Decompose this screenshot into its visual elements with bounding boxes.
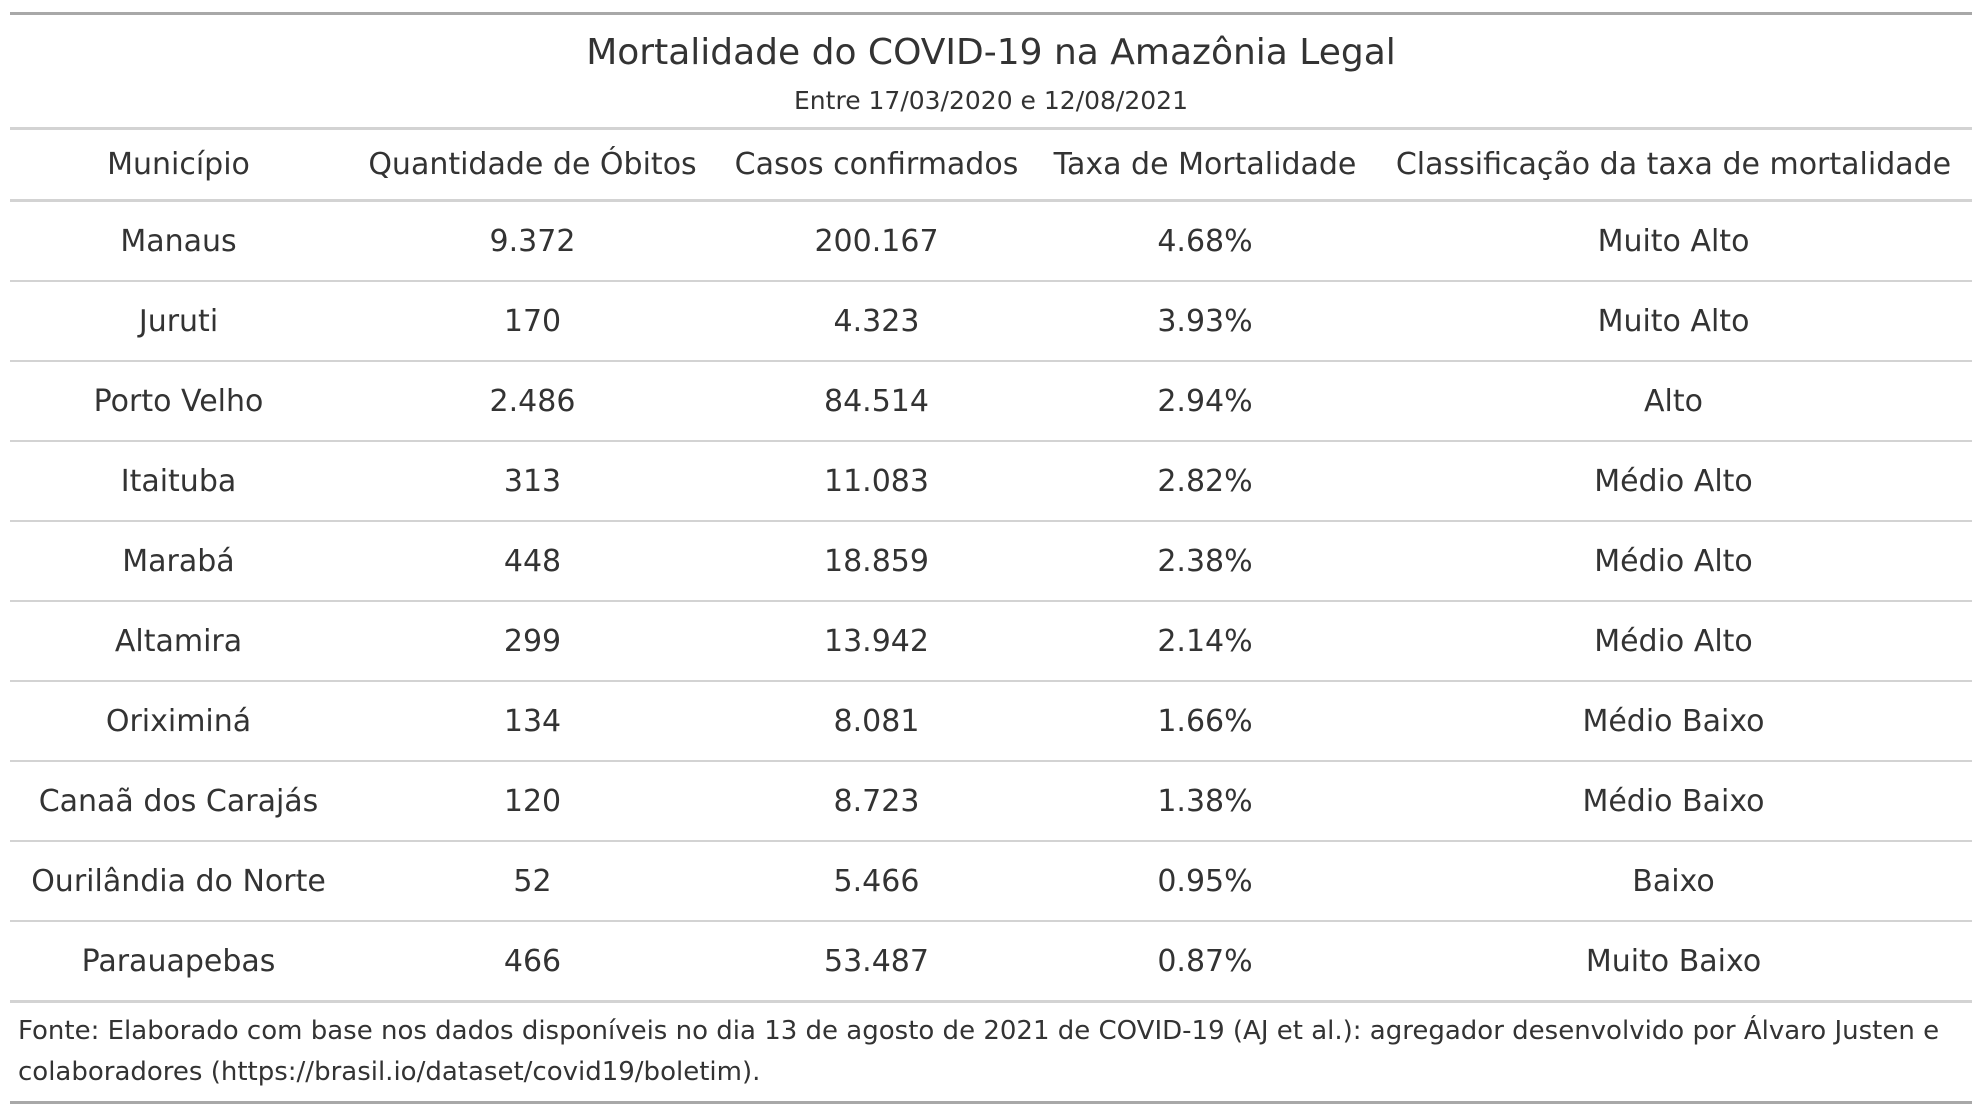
cell-obitos: 170 [503, 303, 562, 339]
cell-taxa: 0.95% [1157, 863, 1253, 899]
cell-obitos: 120 [503, 783, 562, 819]
table-row: Altamira 299 13.942 2.14% Médio Alto [10, 601, 1972, 681]
table-subtitle: Entre 17/03/2020 e 12/08/2021 [794, 86, 1188, 115]
table-row: Canaã dos Carajás 120 8.723 1.38% Médio Baix… [10, 761, 1972, 841]
mortality-table: Mortalidade do COVID-19 na Amazônia Lega… [10, 12, 1972, 1104]
table-row: Porto Velho 2.486 84.514 2.94% Alto [10, 361, 1972, 441]
cell-obitos: 448 [503, 543, 562, 579]
cell-taxa: 2.94% [1157, 383, 1253, 419]
column-header-classificacao: Classificação da taxa de mortalidade [1395, 147, 1952, 182]
table-row: Itaituba 313 11.083 2.82% Médio Alto [10, 441, 1972, 521]
cell-taxa: 4.68% [1157, 223, 1253, 259]
cell-classificacao: Muito Alto [1597, 223, 1750, 259]
cell-taxa: 3.93% [1157, 303, 1253, 339]
cell-casos: 4.323 [833, 303, 920, 339]
table-body: Manaus 9.372 200.167 4.68% Muito Alto Juruti 1… [10, 201, 1972, 1002]
cell-municipio: Canaã dos Carajás [38, 783, 319, 819]
cell-taxa: 0.87% [1157, 943, 1253, 979]
cell-municipio: Altamira [114, 623, 243, 659]
cell-taxa: 1.38% [1157, 783, 1253, 819]
cell-municipio: Porto Velho [93, 383, 264, 419]
cell-municipio: Itaituba [120, 463, 237, 499]
column-header-taxa: Taxa de Mortalidade [1053, 147, 1357, 182]
column-header-obitos: Quantidade de Óbitos [368, 147, 697, 182]
cell-obitos: 2.486 [489, 383, 576, 419]
cell-classificacao: Baixo [1632, 863, 1715, 899]
cell-classificacao: Médio Alto [1594, 543, 1753, 579]
cell-taxa: 1.66% [1157, 703, 1253, 739]
cell-casos: 200.167 [814, 223, 939, 259]
cell-classificacao: Médio Alto [1594, 463, 1753, 499]
cell-municipio: Parauapebas [81, 943, 276, 979]
table-row: Oriximiná 134 8.081 1.66% Médio Baixo [10, 681, 1972, 761]
data-table: Município Quantidade de Óbitos Casos con… [10, 130, 1972, 1003]
cell-classificacao: Muito Baixo [1585, 943, 1762, 979]
table-row: Parauapebas 466 53.487 0.87% Muito Baixo [10, 921, 1972, 1002]
bottom-rule [10, 1101, 1972, 1104]
cell-municipio: Marabá [122, 543, 235, 579]
header-row: Município Quantidade de Óbitos Casos con… [10, 130, 1972, 201]
cell-obitos: 52 [513, 863, 552, 899]
cell-obitos: 466 [503, 943, 562, 979]
cell-classificacao: Médio Baixo [1582, 783, 1765, 819]
source-footnote: Fonte: Elaborado com base nos dados disp… [18, 1016, 1940, 1087]
table-title: Mortalidade do COVID-19 na Amazônia Lega… [586, 32, 1396, 73]
cell-classificacao: Muito Alto [1597, 303, 1750, 339]
cell-casos: 84.514 [824, 383, 929, 419]
column-header-municipio: Município [107, 147, 250, 182]
cell-casos: 53.487 [824, 943, 929, 979]
cell-casos: 18.859 [824, 543, 929, 579]
cell-obitos: 313 [503, 463, 562, 499]
cell-classificacao: Médio Baixo [1582, 703, 1765, 739]
header-rule [10, 127, 1972, 130]
cell-casos: 8.081 [833, 703, 920, 739]
cell-obitos: 134 [503, 703, 562, 739]
cell-municipio: Juruti [138, 303, 219, 339]
cell-taxa: 2.82% [1157, 463, 1253, 499]
cell-obitos: 9.372 [489, 223, 576, 259]
cell-obitos: 299 [503, 623, 562, 659]
table-row: Ourilândia do Norte 52 5.466 0.95% Baixo [10, 841, 1972, 921]
cell-classificacao: Médio Alto [1594, 623, 1753, 659]
top-rule [10, 12, 1972, 15]
table-row: Juruti 170 4.323 3.93% Muito Alto [10, 281, 1972, 361]
table-row: Marabá 448 18.859 2.38% Médio Alto [10, 521, 1972, 601]
table-row: Manaus 9.372 200.167 4.68% Muito Alto [10, 201, 1972, 281]
cell-casos: 8.723 [833, 783, 920, 819]
cell-municipio: Manaus [120, 223, 237, 259]
cell-casos: 5.466 [833, 863, 920, 899]
cell-municipio: Ourilândia do Norte [31, 863, 326, 899]
cell-casos: 13.942 [824, 623, 929, 659]
cell-classificacao: Alto [1644, 383, 1703, 419]
cell-taxa: 2.38% [1157, 543, 1253, 579]
cell-taxa: 2.14% [1157, 623, 1253, 659]
column-header-casos: Casos confirmados [734, 147, 1019, 182]
cell-municipio: Oriximiná [105, 703, 252, 739]
cell-casos: 11.083 [824, 463, 929, 499]
